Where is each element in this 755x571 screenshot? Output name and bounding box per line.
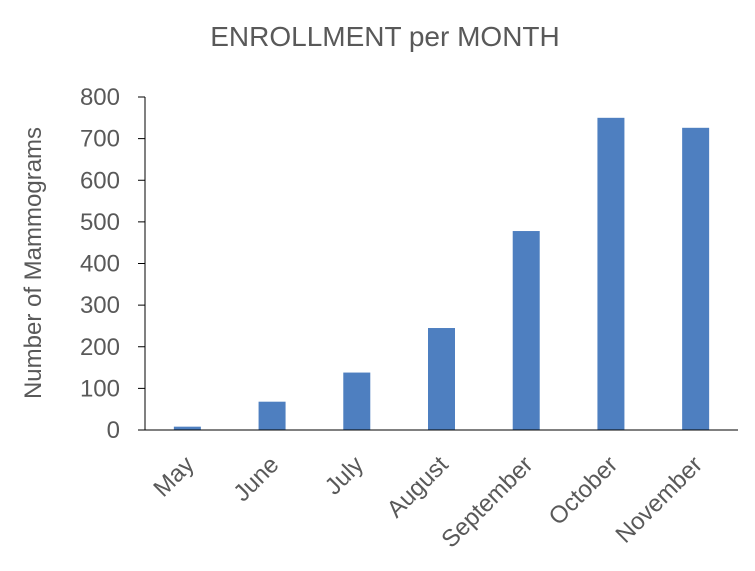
bar-may [173,426,201,430]
bar-august [428,328,455,430]
x-tick-label: July [320,451,369,500]
x-tick-label: August [382,451,454,523]
bar-july [343,372,371,430]
y-axis-ticks: 0 100 200 300 400 500 600 700 800 [80,84,145,444]
bar-june [258,401,286,430]
x-tick-label: September [436,451,538,553]
y-tick-label: 500 [80,209,120,236]
y-tick-label: 100 [80,375,120,402]
y-tick-label: 700 [80,126,120,153]
y-tick-label: 300 [80,292,120,319]
x-tick-label: November [611,451,708,548]
x-tick-label: October [544,451,623,530]
chart-title: ENROLLMENT per MONTH [210,21,560,52]
x-tick-label: May [148,451,199,502]
y-axis-label: Number of Mammograms [20,127,47,399]
x-tick-label: June [228,451,284,507]
y-tick-label: 600 [80,167,120,194]
y-tick-label: 400 [80,251,120,278]
bar-october [597,117,625,430]
bars [173,117,710,431]
y-tick-label: 0 [107,417,120,444]
y-tick-label: 200 [80,334,120,361]
bar-september [512,231,540,430]
bar-november [682,127,710,431]
y-tick-label: 800 [80,84,120,111]
